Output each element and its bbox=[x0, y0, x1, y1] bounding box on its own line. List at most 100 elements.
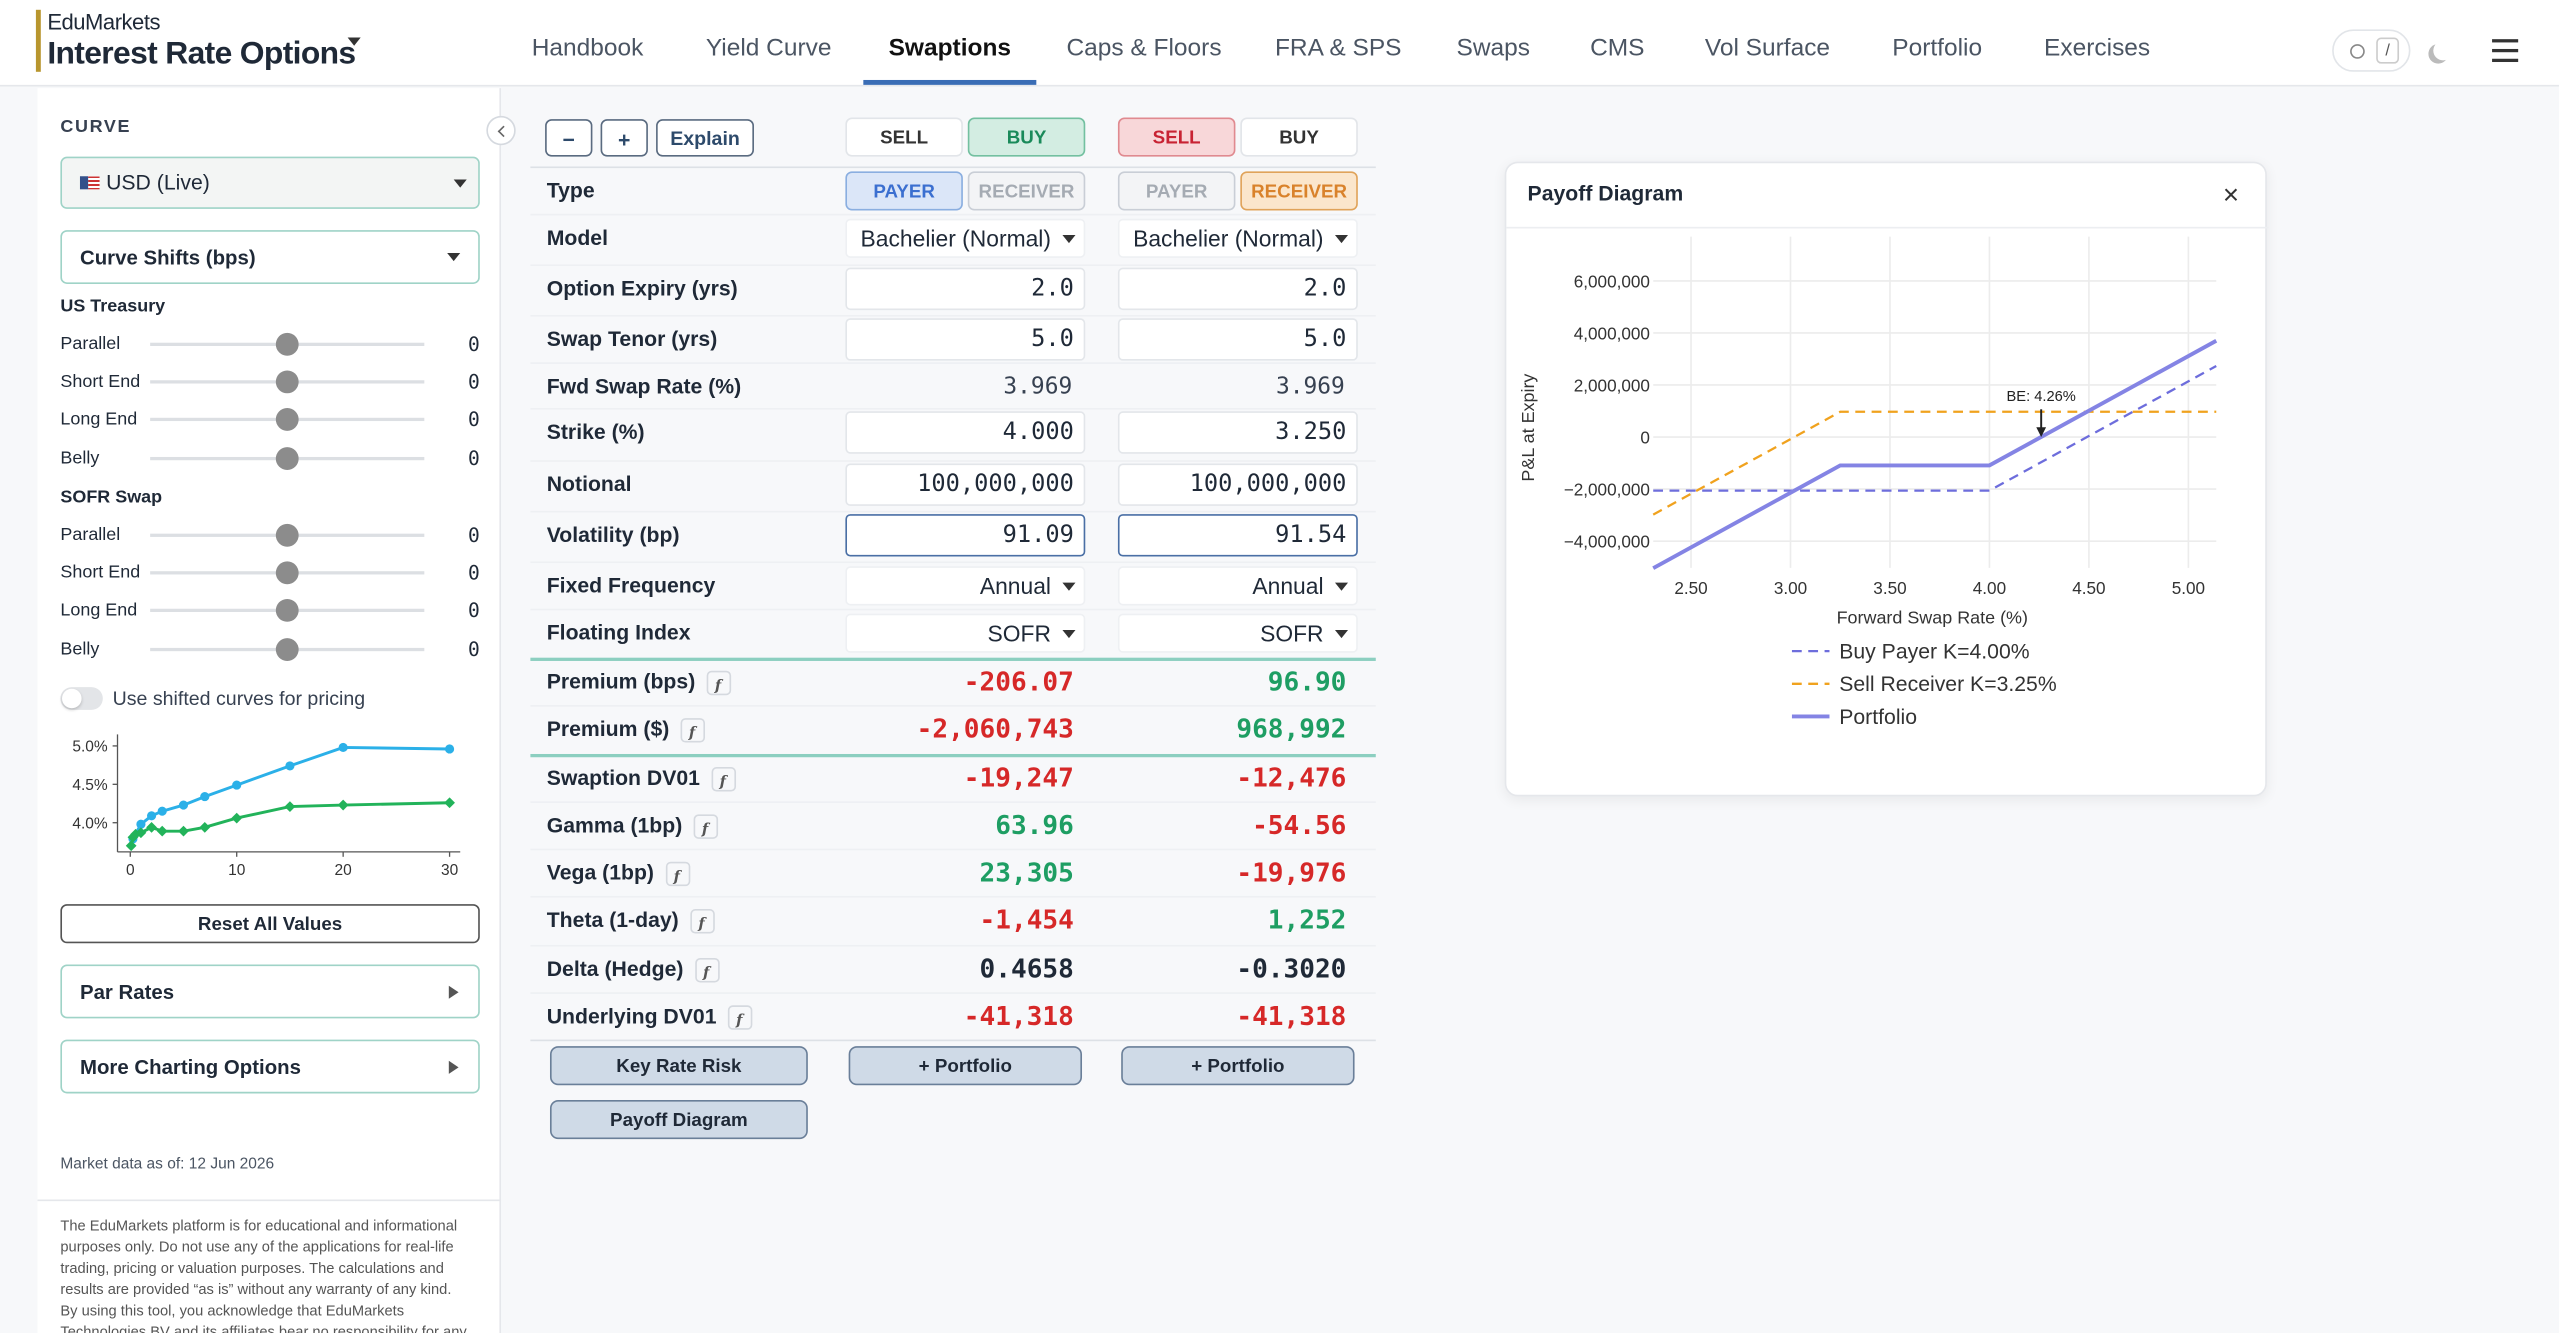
select-field[interactable]: Annual bbox=[1117, 566, 1358, 606]
tool-button[interactable]: Payoff Diagram bbox=[549, 1099, 808, 1140]
formula-icon[interactable] bbox=[693, 814, 719, 847]
input-field[interactable]: 5.0 bbox=[845, 318, 1086, 361]
nav-tab[interactable]: FRA & SPS bbox=[1274, 34, 1402, 63]
nav-tab[interactable]: Yield Curve bbox=[705, 34, 832, 63]
option-button[interactable]: SELL bbox=[845, 117, 963, 157]
formula-icon[interactable] bbox=[727, 1005, 753, 1038]
row-line bbox=[530, 608, 1376, 611]
option-button[interactable]: RECEIVER bbox=[1240, 171, 1358, 211]
brand-caret[interactable] bbox=[347, 37, 361, 48]
row-line bbox=[530, 314, 1376, 317]
curve-value: USD (Live) bbox=[106, 169, 210, 195]
formula-icon[interactable] bbox=[690, 909, 715, 942]
select-field[interactable]: Bachelier (Normal) bbox=[845, 218, 1086, 258]
option-button[interactable]: SELL bbox=[1117, 117, 1236, 157]
select-field[interactable]: SOFR bbox=[845, 613, 1086, 653]
slider-thumb[interactable] bbox=[275, 370, 299, 394]
slider-thumb[interactable] bbox=[275, 446, 299, 470]
row-label: Strike (%) bbox=[546, 419, 645, 444]
collapsible-panel[interactable]: Par Rates bbox=[60, 964, 480, 1019]
collapse-chevron bbox=[497, 125, 510, 138]
slider-label: Belly bbox=[60, 448, 100, 468]
option-button[interactable]: PAYER bbox=[1117, 171, 1236, 211]
menu-line[interactable] bbox=[2492, 39, 2519, 43]
menu-line[interactable] bbox=[2492, 48, 2519, 53]
slider-thumb[interactable] bbox=[275, 561, 299, 585]
input-field[interactable]: 4.000 bbox=[845, 411, 1086, 454]
collapsible-panel[interactable]: More Charting Options bbox=[60, 1039, 480, 1094]
slider-label: Long End bbox=[60, 410, 138, 430]
input-field[interactable]: 91.09 bbox=[845, 514, 1086, 557]
slider-value: 0 bbox=[468, 637, 480, 661]
portfolio-button[interactable]: + Portfolio bbox=[1121, 1046, 1355, 1086]
nav-tab[interactable]: Vol Surface bbox=[1704, 34, 1831, 63]
slider-thumb[interactable] bbox=[275, 523, 299, 547]
control-button[interactable]: + bbox=[600, 118, 648, 156]
input-field[interactable]: 91.54 bbox=[1117, 514, 1358, 557]
nav-tab[interactable]: Portfolio bbox=[1892, 34, 1983, 63]
panel-divider bbox=[1506, 226, 2269, 229]
slider-label: Parallel bbox=[60, 525, 121, 546]
nav-tab[interactable]: Swaptions bbox=[888, 34, 1012, 63]
row-label-text: Swaption DV01 bbox=[546, 765, 701, 790]
option-button[interactable]: BUY bbox=[967, 117, 1086, 157]
input-field[interactable]: 100,000,000 bbox=[845, 463, 1086, 506]
slider-thumb[interactable] bbox=[275, 332, 299, 356]
formula-icon[interactable] bbox=[694, 958, 720, 991]
control-button[interactable]: − bbox=[545, 118, 593, 156]
select-field[interactable]: Annual bbox=[845, 566, 1086, 606]
input-field[interactable]: 3.250 bbox=[1117, 411, 1358, 454]
panel-caret bbox=[448, 985, 459, 999]
row-label: Premium (bps) bbox=[547, 666, 841, 703]
select-value: SOFR bbox=[987, 620, 1052, 647]
row-label: Swap Tenor (yrs) bbox=[546, 326, 718, 351]
close-button[interactable]: × bbox=[2222, 179, 2240, 211]
formula-icon[interactable] bbox=[680, 718, 706, 751]
row-label: Underlying DV01 bbox=[546, 1000, 841, 1038]
slider-thumb[interactable] bbox=[275, 599, 299, 623]
search-box[interactable]: / bbox=[2332, 29, 2411, 72]
nav-tab[interactable]: Swaps bbox=[1456, 34, 1531, 63]
row-label-text: Premium ($) bbox=[546, 716, 670, 741]
collapse-button[interactable] bbox=[486, 115, 516, 146]
row-label: Swaption DV01 bbox=[546, 762, 841, 800]
theme-toggle[interactable] bbox=[2433, 41, 2453, 61]
brand-top: EduMarkets bbox=[47, 9, 160, 35]
result-value: -0.3020 bbox=[1236, 953, 1347, 985]
result-value: -12,476 bbox=[1236, 762, 1347, 794]
row-line bbox=[530, 801, 1376, 803]
option-button[interactable]: BUY bbox=[1240, 117, 1358, 157]
select-value: Annual bbox=[979, 572, 1052, 599]
input-value: 100,000,000 bbox=[917, 471, 1074, 498]
input-field[interactable]: 5.0 bbox=[1117, 318, 1358, 361]
select-field[interactable]: Bachelier (Normal) bbox=[1117, 218, 1358, 258]
option-button[interactable]: PAYER bbox=[845, 171, 963, 211]
reset-button[interactable]: Reset All Values bbox=[60, 904, 480, 944]
nav-tab[interactable]: CMS bbox=[1590, 34, 1645, 63]
nav-tab[interactable]: Caps & Floors bbox=[1066, 34, 1222, 63]
formula-icon[interactable] bbox=[706, 670, 732, 703]
menu-line[interactable] bbox=[2492, 58, 2519, 63]
tool-button[interactable]: Key Rate Risk bbox=[549, 1046, 808, 1086]
slider-thumb[interactable] bbox=[275, 637, 299, 661]
shifts-panel[interactable]: Curve Shifts (bps) bbox=[60, 230, 480, 284]
option-button[interactable]: RECEIVER bbox=[967, 171, 1086, 211]
row-line bbox=[530, 1039, 1376, 1042]
input-field[interactable]: 2.0 bbox=[1117, 267, 1358, 311]
formula-icon[interactable] bbox=[711, 767, 736, 800]
curve-select[interactable]: USD (Live) bbox=[60, 156, 480, 209]
select-value: Bachelier (Normal) bbox=[860, 225, 1052, 252]
input-field[interactable]: 2.0 bbox=[845, 267, 1086, 311]
portfolio-button[interactable]: + Portfolio bbox=[848, 1046, 1083, 1086]
row-label-text: Underlying DV01 bbox=[546, 1003, 717, 1029]
payoff-panel: Payoff Diagram × bbox=[1504, 161, 2269, 797]
nav-tab[interactable]: Exercises bbox=[2044, 34, 2151, 63]
shift-toggle[interactable] bbox=[60, 687, 103, 710]
control-button[interactable]: Explain bbox=[656, 118, 754, 156]
formula-icon[interactable] bbox=[665, 861, 690, 894]
nav-tab[interactable]: Handbook bbox=[531, 34, 644, 63]
input-field[interactable]: 100,000,000 bbox=[1117, 463, 1358, 506]
market-date: Market data as of: 12 Jun 2026 bbox=[60, 1155, 275, 1174]
slider-thumb[interactable] bbox=[275, 408, 299, 432]
select-field[interactable]: SOFR bbox=[1117, 613, 1358, 653]
